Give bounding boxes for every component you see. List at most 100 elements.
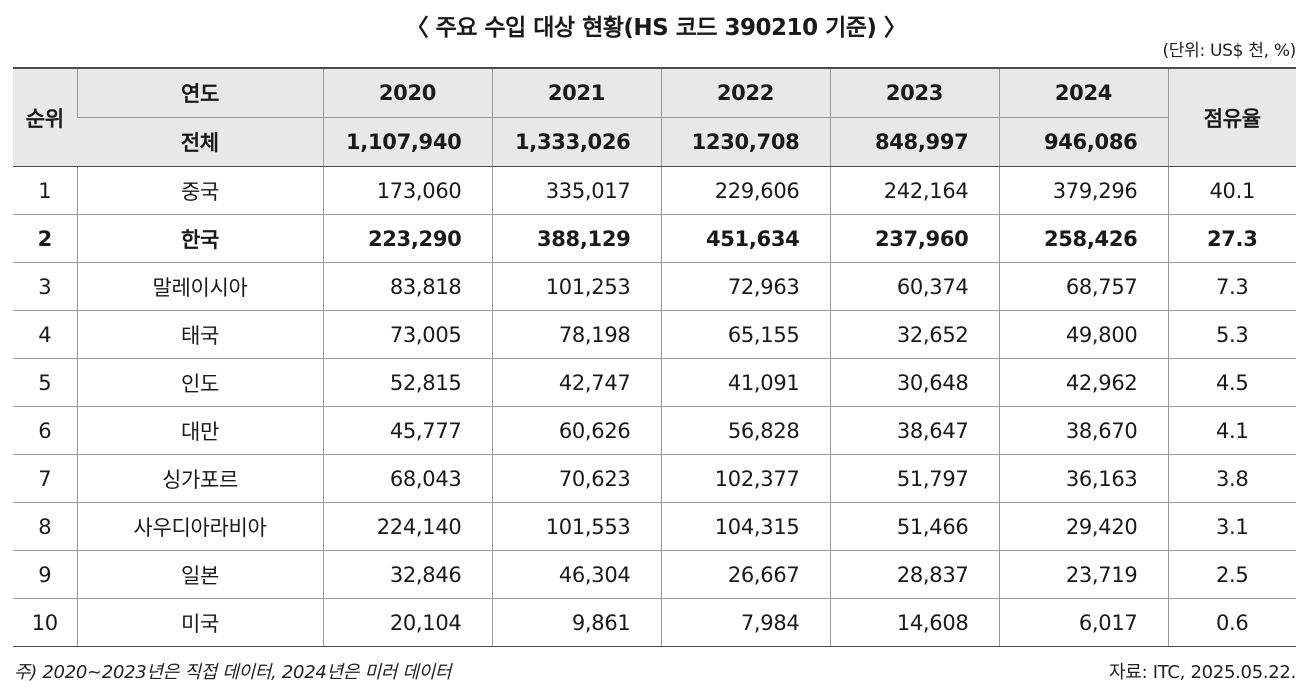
value-cell: 68,043 xyxy=(322,454,492,503)
share-cell: 7.3 xyxy=(1167,262,1296,311)
value-cell: 51,797 xyxy=(829,454,999,503)
value-cell: 229,606 xyxy=(660,166,830,215)
value-cell: 65,155 xyxy=(660,310,830,359)
value-cell: 104,315 xyxy=(660,502,830,551)
footnote: 주) 2020~2023년은 직접 데이터, 2024년은 미러 데이터 xyxy=(14,662,452,683)
value-cell: 36,163 xyxy=(998,454,1168,503)
value-cell: 68,757 xyxy=(998,262,1168,311)
value-cell: 78,198 xyxy=(491,310,661,359)
value-cell: 38,647 xyxy=(829,406,999,455)
rank-cell: 8 xyxy=(13,502,77,551)
value-cell: 14,608 xyxy=(829,598,999,647)
rank-cell: 1 xyxy=(13,166,77,215)
share-cell: 2.5 xyxy=(1167,550,1296,599)
value-cell: 42,747 xyxy=(491,358,661,407)
value-cell: 102,377 xyxy=(660,454,830,503)
value-cell: 23,719 xyxy=(998,550,1168,599)
value-cell: 26,667 xyxy=(660,550,830,599)
total-value: 946,086 xyxy=(998,117,1168,167)
rank-cell: 9 xyxy=(13,550,77,599)
value-cell: 41,091 xyxy=(660,358,830,407)
header-year-label: 연도 xyxy=(76,67,323,118)
value-cell: 60,626 xyxy=(491,406,661,455)
share-cell: 3.1 xyxy=(1167,502,1296,551)
total-value: 1,107,940 xyxy=(322,117,492,167)
country-cell: 인도 xyxy=(76,358,323,407)
value-cell: 32,652 xyxy=(829,310,999,359)
country-cell: 사우디아라비아 xyxy=(76,502,323,551)
share-cell: 4.1 xyxy=(1167,406,1296,455)
table-row: 4 태국 73,005 78,198 65,155 32,652 49,800 5.3 xyxy=(13,310,1296,359)
country-cell: 말레이시아 xyxy=(76,262,323,311)
value-cell: 49,800 xyxy=(998,310,1168,359)
rank-cell: 4 xyxy=(13,310,77,359)
total-label: 전체 xyxy=(77,117,323,167)
value-cell: 7,984 xyxy=(660,598,830,647)
value-cell: 173,060 xyxy=(322,166,492,215)
value-cell: 237,960 xyxy=(829,214,999,263)
country-cell: 미국 xyxy=(76,598,323,647)
value-cell: 32,846 xyxy=(322,550,492,599)
value-cell: 9,861 xyxy=(491,598,661,647)
source-note: 자료: ITC, 2025.05.22. xyxy=(1109,662,1296,683)
table-row: 3 말레이시아 83,818 101,253 72,963 60,374 68,757 7.3 xyxy=(13,262,1296,311)
share-cell: 40.1 xyxy=(1167,166,1296,215)
table-row: 9 일본 32,846 46,304 26,667 28,837 23,719 2.5 xyxy=(13,550,1296,599)
table-row: 1 중국 173,060 335,017 229,606 242,164 379,296 40… xyxy=(13,166,1296,215)
rank-cell: 2 xyxy=(13,214,77,263)
rank-cell: 7 xyxy=(13,454,77,503)
header-year: 2021 xyxy=(491,67,661,118)
value-cell: 223,290 xyxy=(322,214,492,263)
value-cell: 45,777 xyxy=(322,406,492,455)
table-row: 8 사우디아라비아 224,140 101,553 104,315 51,466 29,42… xyxy=(13,502,1296,551)
table-row: 10 미국 20,104 9,861 7,984 14,608 6,017 0.6 xyxy=(13,598,1296,647)
share-cell: 5.3 xyxy=(1167,310,1296,359)
import-table: 순위 연도 2020 2021 2022 2023 2024 점유율 전체 1,… xyxy=(13,67,1296,647)
header-row-years: 순위 연도 2020 2021 2022 2023 2024 점유율 xyxy=(13,67,1296,167)
header-share: 점유율 xyxy=(1167,67,1296,167)
value-cell: 451,634 xyxy=(660,214,830,263)
total-value: 1,333,026 xyxy=(491,117,661,167)
value-cell: 388,129 xyxy=(491,214,661,263)
rank-cell: 3 xyxy=(13,262,77,311)
rank-cell: 10 xyxy=(13,598,77,647)
value-cell: 379,296 xyxy=(998,166,1168,215)
share-cell: 0.6 xyxy=(1167,598,1296,647)
header-rank: 순위 xyxy=(13,67,77,167)
total-value: 848,997 xyxy=(829,117,999,167)
country-cell: 싱가포르 xyxy=(76,454,323,503)
value-cell: 73,005 xyxy=(322,310,492,359)
value-cell: 46,304 xyxy=(491,550,661,599)
total-value: 1230,708 xyxy=(660,117,830,167)
rank-cell: 6 xyxy=(13,406,77,455)
value-cell: 52,815 xyxy=(322,358,492,407)
share-cell: 3.8 xyxy=(1167,454,1296,503)
country-cell: 태국 xyxy=(76,310,323,359)
value-cell: 101,553 xyxy=(491,502,661,551)
rank-cell: 5 xyxy=(13,358,77,407)
header-year: 2022 xyxy=(660,67,830,118)
country-cell: 일본 xyxy=(76,550,323,599)
share-cell: 27.3 xyxy=(1167,214,1296,263)
value-cell: 28,837 xyxy=(829,550,999,599)
unit-note: (단위: US$ 천, %) xyxy=(1162,41,1296,61)
header-year: 2020 xyxy=(322,67,492,118)
header-year: 2024 xyxy=(998,67,1168,118)
value-cell: 224,140 xyxy=(322,502,492,551)
value-cell: 70,623 xyxy=(491,454,661,503)
table-row: 5 인도 52,815 42,747 41,091 30,648 42,962 4.5 xyxy=(13,358,1296,407)
value-cell: 51,466 xyxy=(829,502,999,551)
value-cell: 6,017 xyxy=(998,598,1168,647)
value-cell: 60,374 xyxy=(829,262,999,311)
value-cell: 20,104 xyxy=(322,598,492,647)
value-cell: 335,017 xyxy=(491,166,661,215)
value-cell: 72,963 xyxy=(660,262,830,311)
country-cell: 한국 xyxy=(76,214,323,263)
country-cell: 중국 xyxy=(76,166,323,215)
share-cell: 4.5 xyxy=(1167,358,1296,407)
value-cell: 56,828 xyxy=(660,406,830,455)
value-cell: 83,818 xyxy=(322,262,492,311)
value-cell: 29,420 xyxy=(998,502,1168,551)
value-cell: 242,164 xyxy=(829,166,999,215)
value-cell: 101,253 xyxy=(491,262,661,311)
